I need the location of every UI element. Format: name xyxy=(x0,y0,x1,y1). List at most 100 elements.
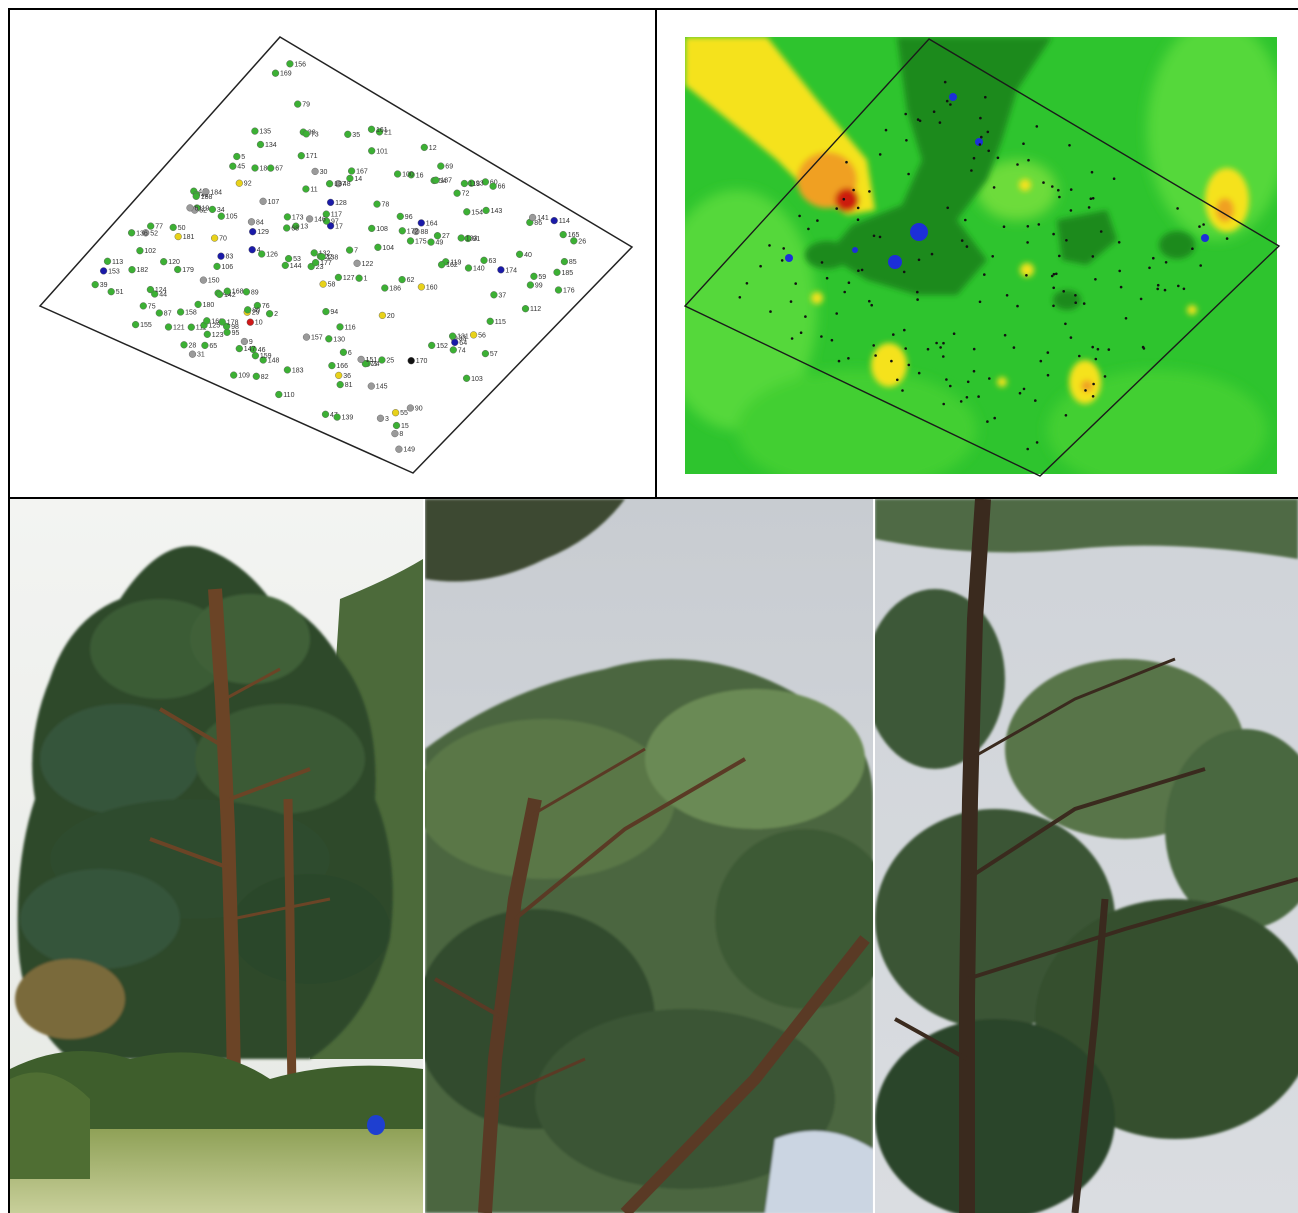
tree-marker-103 xyxy=(463,374,471,382)
tree-label-133: 133 xyxy=(466,236,478,243)
contour-tree-dot xyxy=(1096,347,1100,351)
contour-tree-dot xyxy=(847,357,850,360)
contour-tree-dot xyxy=(1055,272,1058,276)
contour-tree-dot xyxy=(782,247,785,250)
tree-marker-67 xyxy=(267,164,275,172)
tree-label-29: 29 xyxy=(252,310,260,317)
contour-tree-dot xyxy=(1052,286,1055,290)
tree-marker-180 xyxy=(194,300,202,309)
contour-tree-dot xyxy=(890,359,893,363)
tree-marker-143 xyxy=(482,206,490,215)
tree-label-172: 172 xyxy=(407,228,419,235)
contour-tree-dot xyxy=(979,116,982,120)
tree-label-79: 79 xyxy=(302,102,310,109)
tree-marker-111 xyxy=(187,323,195,331)
tree-label-84: 84 xyxy=(256,219,264,226)
contour-tree-dot xyxy=(1022,387,1026,391)
tree-label-150: 150 xyxy=(208,278,220,285)
contour-tree-dot xyxy=(1103,375,1107,378)
tree-marker-30 xyxy=(311,167,319,176)
tree-label-186: 186 xyxy=(389,286,401,293)
tree-label-90: 90 xyxy=(415,406,423,413)
tree-label-99: 99 xyxy=(535,283,543,290)
tree-label-167: 167 xyxy=(356,169,368,176)
tree-marker-90 xyxy=(406,404,415,412)
tree-marker-84 xyxy=(247,218,256,226)
tree-label-21: 21 xyxy=(384,129,392,136)
contour-tree-dot xyxy=(988,377,991,380)
contour-tree-dot xyxy=(835,312,838,315)
tree-label-147: 147 xyxy=(244,346,256,353)
tree-marker-35 xyxy=(344,130,352,138)
tree-label-179: 179 xyxy=(182,267,194,274)
tree-label-5: 5 xyxy=(241,154,245,161)
contour-tree-dot xyxy=(1191,247,1194,250)
contour-tree-dot xyxy=(992,186,996,189)
tree-label-77: 77 xyxy=(155,224,163,231)
tree-label-168: 168 xyxy=(232,289,244,296)
tree-label-1: 1 xyxy=(364,276,368,283)
tree-marker-6 xyxy=(339,348,348,356)
contour-tree-dot xyxy=(1198,225,1201,228)
contour-tree-dot xyxy=(856,218,860,221)
tree-marker-98 xyxy=(223,322,231,331)
tree-label-15: 15 xyxy=(401,423,409,430)
tree-label-164: 164 xyxy=(426,220,438,227)
tree-marker-89 xyxy=(242,288,251,296)
tree-label-151: 151 xyxy=(366,357,378,364)
tree-label-161: 161 xyxy=(376,127,388,134)
tree-label-135: 135 xyxy=(259,129,271,136)
tree-label-97: 97 xyxy=(331,219,339,226)
contour-tree-dot xyxy=(902,270,906,274)
tree-label-8: 8 xyxy=(399,431,403,438)
contour-tree-dot xyxy=(1082,302,1086,305)
tree-label-69: 69 xyxy=(445,164,453,171)
tree-label-3: 3 xyxy=(385,416,389,423)
tree-marker-159 xyxy=(251,352,260,360)
contour-tree-dot xyxy=(964,218,967,222)
tree-label-180: 180 xyxy=(203,302,215,309)
contour-tree-dot xyxy=(874,354,877,357)
contour-tree-dot xyxy=(993,416,996,420)
contour-tree-dot xyxy=(1025,274,1028,277)
tree-marker-53 xyxy=(285,255,293,263)
tree-label-114: 114 xyxy=(559,218,570,225)
tree-crown xyxy=(15,546,393,1059)
tree-marker-15 xyxy=(392,421,401,430)
contour-tree-dot xyxy=(972,347,976,351)
contour-tree-dot xyxy=(1026,225,1030,228)
tree-marker-136 xyxy=(127,229,136,237)
contour-boundary xyxy=(683,38,1281,477)
tree-label-127: 127 xyxy=(343,275,355,282)
tree-marker-163 xyxy=(203,317,211,325)
tree-label-116: 116 xyxy=(345,324,356,331)
tree-label-141: 141 xyxy=(537,215,549,222)
tree-label-131: 131 xyxy=(457,334,469,341)
contour-tree-dot xyxy=(1022,142,1025,145)
tree-marker-44 xyxy=(151,290,159,298)
tree-marker-113 xyxy=(103,257,112,265)
tree-label-159: 159 xyxy=(260,353,272,360)
tree-marker-63 xyxy=(480,256,488,264)
contour-tree-dot xyxy=(1058,195,1061,199)
contour-tree-dot xyxy=(837,359,841,363)
tree-marker-20 xyxy=(378,311,387,320)
tree-marker-106 xyxy=(213,262,221,271)
tree-marker-157 xyxy=(302,333,311,341)
contour-tree-dot xyxy=(816,219,819,222)
contour-tree-dot xyxy=(1091,255,1095,258)
tree-label-72: 72 xyxy=(462,191,470,198)
contour-tree-dot xyxy=(1090,170,1094,174)
tree-label-7: 7 xyxy=(354,248,358,255)
tree-marker-146 xyxy=(306,215,314,223)
tree-marker-83 xyxy=(217,252,225,260)
tree-marker-164 xyxy=(417,219,425,227)
tree-marker-102 xyxy=(136,247,144,255)
tree-label-6: 6 xyxy=(348,350,352,357)
point-map-panel: 1 2 3 4 5 6 7 8 9 10 11 12 13 14 15 16 17 18 19 20 21 22 23 24 2… xyxy=(10,10,655,497)
tree-marker-147 xyxy=(235,345,243,353)
contour-tree-dot xyxy=(1027,158,1030,162)
tree-label-56: 56 xyxy=(478,332,486,339)
contour-tree-dot xyxy=(996,156,1000,160)
tree-label-39: 39 xyxy=(100,282,108,289)
